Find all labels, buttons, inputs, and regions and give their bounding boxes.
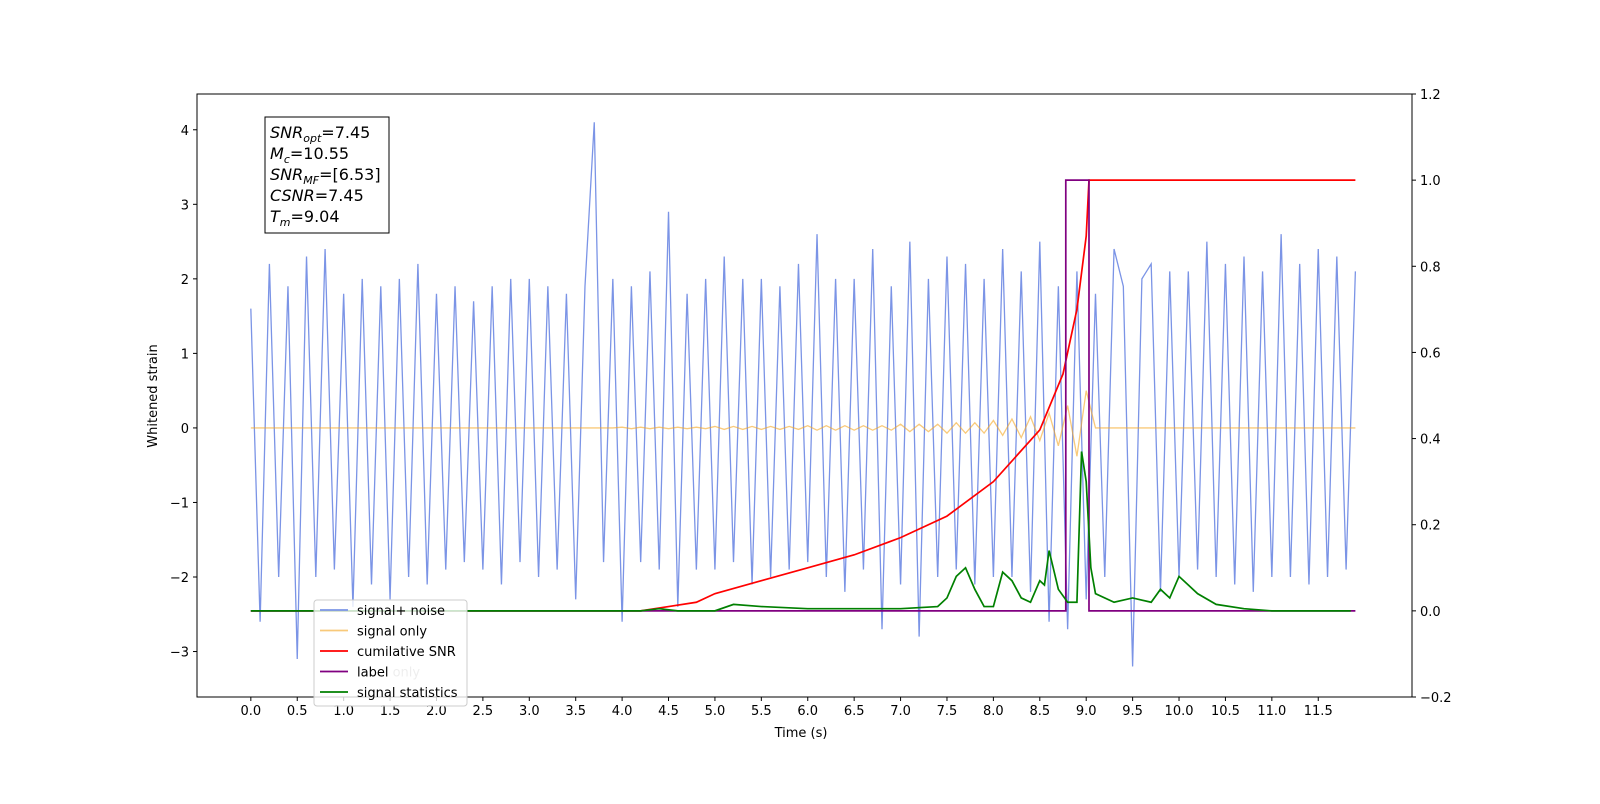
y2-tick-label: 0.4	[1420, 433, 1441, 448]
annotation-symbol: SNR	[270, 165, 303, 184]
series-line	[250, 451, 1351, 612]
x-tick-label: 3.5	[565, 704, 586, 719]
x-tick-label: 5.5	[751, 704, 772, 719]
x-tick-label: 0.5	[287, 704, 308, 719]
annotation-symbol: M	[270, 144, 284, 163]
x-tick-label: 1.5	[380, 704, 401, 719]
annotation-subscript: MF	[303, 174, 319, 187]
x-tick-label: 7.0	[890, 704, 911, 719]
x-axis-label: Time (s)	[774, 726, 828, 741]
annotation: SNRMF=[6.53]	[270, 165, 381, 187]
x-tick-label: 11.5	[1304, 704, 1333, 719]
legend-label: signal statistics	[357, 686, 458, 701]
y-tick-label: 4	[181, 124, 189, 139]
y2-tick-label: 1.2	[1420, 88, 1441, 103]
x-tick-label: 5.0	[705, 704, 726, 719]
legend-label: label	[357, 666, 388, 681]
x-tick-label: 6.5	[844, 704, 865, 719]
x-tick-label: 1.0	[333, 704, 354, 719]
axes-frame	[196, 93, 1413, 698]
y-tick-label: −1	[170, 496, 189, 511]
x-tick-label: 10.0	[1165, 704, 1194, 719]
x-tick-label: 2.5	[473, 704, 494, 719]
x-tick-label: 10.5	[1211, 704, 1240, 719]
y2-tick-label: −0.2	[1420, 691, 1452, 706]
legend-label: cumilative SNR	[357, 645, 456, 660]
x-tick-label: 3.0	[519, 704, 540, 719]
y-axis-label: Whitened strain	[146, 344, 161, 447]
x-tick-label: 4.0	[612, 704, 633, 719]
annotation: SNRopt=7.45	[270, 123, 370, 145]
y2-tick-label: 0.8	[1420, 260, 1441, 275]
annotation-value: =10.55	[290, 144, 349, 163]
annotation-value: =[6.53]	[319, 165, 381, 184]
annotation-symbol: T	[270, 207, 281, 226]
series-line	[250, 179, 1356, 612]
annotation: Mc=10.55	[270, 144, 349, 166]
y2-tick-label: 1.0	[1420, 174, 1441, 189]
series-line	[250, 179, 1356, 612]
x-tick-label: 2.0	[426, 704, 447, 719]
y-tick-label: −3	[170, 646, 189, 661]
annotation-subscript: c	[284, 153, 290, 166]
y-tick-label: −2	[170, 571, 189, 586]
annotation-subscript: opt	[303, 132, 322, 145]
legend-box	[313, 599, 468, 707]
y-tick-label: 2	[181, 273, 189, 288]
x-tick-label: 9.0	[1076, 704, 1097, 719]
annotation-symbol: SNR	[270, 123, 303, 142]
x-tick-label: 7.5	[937, 704, 958, 719]
y-tick-label: 1	[181, 347, 189, 362]
x-tick-label: 9.5	[1122, 704, 1143, 719]
x-tick-label: 11.0	[1257, 704, 1286, 719]
y2-tick-label: 0.0	[1420, 605, 1441, 620]
annotation-value: =7.45	[321, 123, 370, 142]
y-tick-label: 3	[181, 198, 189, 213]
annotation: CSNR=7.45	[270, 186, 364, 205]
y-tick-label: 0	[181, 422, 189, 437]
x-tick-label: 6.0	[797, 704, 818, 719]
annotation-value: =9.04	[291, 207, 340, 226]
annotation-subscript: m	[280, 216, 291, 229]
legend-label: signal+ noise	[357, 604, 445, 619]
annotation: Tm=9.04	[270, 207, 340, 229]
annotation-value: =7.45	[315, 186, 364, 205]
x-tick-label: 8.5	[1029, 704, 1050, 719]
overlay: 0.0 0.5 1.0 1.5 2.0 2.5 3.0 3.5 4.0 4.5 5.0 5.5 6.0 6…	[170, 88, 1452, 719]
x-tick-label: 0.0	[240, 704, 261, 719]
series-line	[250, 122, 1357, 667]
annotation-box	[264, 116, 390, 234]
plot-area	[250, 122, 1357, 667]
x-tick-label: 4.5	[658, 704, 679, 719]
y2-tick-label: 0.2	[1420, 519, 1441, 534]
legend-label: signal only	[357, 625, 427, 640]
x-tick-label: 8.0	[983, 704, 1004, 719]
y2-tick-label: 0.6	[1420, 346, 1441, 361]
annotation-symbol: CSNR	[270, 186, 315, 205]
series-line	[250, 390, 1356, 457]
